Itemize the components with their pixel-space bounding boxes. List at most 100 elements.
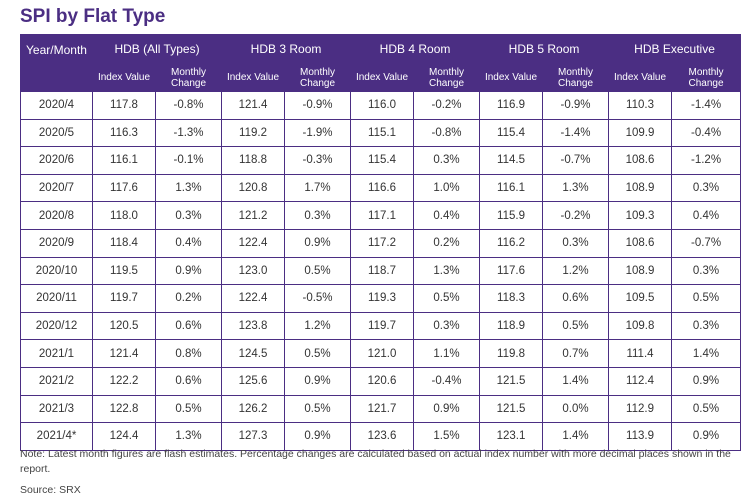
cell-5room-index: 116.9 [479, 91, 544, 120]
cell-exec-index: 108.6 [608, 146, 673, 175]
cell-3room-change: 0.5% [284, 394, 352, 424]
cell-4room-index: 121.7 [350, 394, 415, 424]
cell-3room-index: 125.6 [221, 366, 286, 396]
cell-4room-index: 115.1 [350, 118, 415, 148]
cell-all-change: -1.3% [154, 118, 223, 148]
cell-3room-change: 1.7% [284, 173, 352, 203]
cell-4room-index: 115.4 [350, 146, 415, 175]
cell-exec-index: 113.9 [608, 422, 673, 451]
page-title: SPI by Flat Type [20, 6, 166, 27]
cell-4room-change: 1.5% [413, 422, 481, 451]
sub-header-monthly-change: Monthly Change [284, 63, 352, 92]
cell-3room-index: 120.8 [221, 173, 286, 203]
cell-5room-index: 117.6 [479, 256, 544, 286]
cell-all-index: 116.1 [92, 146, 156, 175]
cell-4room-change: -0.8% [413, 118, 481, 148]
cell-5room-change: 0.3% [542, 228, 610, 258]
cell-period: 2020/10 [20, 256, 93, 286]
table-row: 2020/4 117.8 -0.8% 121.4 -0.9% 116.0 -0.2% 116.… [20, 91, 742, 120]
sub-header-index-value: Index Value [350, 63, 415, 92]
cell-5room-change: -0.9% [542, 91, 610, 120]
cell-4room-change: 1.3% [413, 256, 481, 286]
group-header-3-room: HDB 3 Room [221, 34, 352, 64]
cell-4room-change: 0.9% [413, 394, 481, 424]
group-header-all-types: HDB (All Types) [91, 34, 223, 64]
cell-period: 2020/8 [20, 201, 93, 230]
cell-all-change: -0.8% [154, 91, 223, 120]
cell-exec-change: -1.4% [671, 91, 742, 120]
cell-5room-change: -0.2% [542, 201, 610, 230]
cell-all-change: -0.1% [154, 146, 223, 175]
cell-5room-change: 1.4% [542, 366, 610, 396]
cell-3room-change: -0.9% [284, 91, 352, 120]
cell-3room-change: -1.9% [284, 118, 352, 148]
cell-period: 2020/4 [20, 91, 93, 120]
cell-4room-change: 0.5% [413, 284, 481, 313]
sub-header-index-value: Index Value [479, 63, 544, 92]
cell-exec-index: 108.6 [608, 228, 673, 258]
table-row: 2021/3 122.8 0.5% 126.2 0.5% 121.7 0.9% 121.5 0.… [20, 394, 742, 424]
cell-4room-change: 1.0% [413, 173, 481, 203]
cell-all-index: 116.3 [92, 118, 156, 148]
cell-5room-change: -0.7% [542, 146, 610, 175]
cell-period: 2020/7 [20, 173, 93, 203]
cell-exec-change: 0.3% [671, 256, 742, 286]
footnote: Note: Latest month figures are flash est… [20, 448, 731, 475]
cell-4room-index: 116.0 [350, 91, 415, 120]
cell-5room-change: 0.5% [542, 311, 610, 341]
cell-5room-index: 115.9 [479, 201, 544, 230]
cell-3room-index: 121.2 [221, 201, 286, 230]
cell-5room-change: -1.4% [542, 118, 610, 148]
cell-exec-change: 0.5% [671, 394, 742, 424]
spi-table: Year/Month HDB (All Types) HDB 3 Room HD… [20, 34, 742, 451]
cell-period: 2021/3 [20, 394, 93, 424]
table-row: 2020/12 120.5 0.6% 123.8 1.2% 119.7 0.3% 118.9 0… [20, 311, 742, 341]
cell-3room-index: 122.4 [221, 284, 286, 313]
cell-3room-index: 126.2 [221, 394, 286, 424]
cell-period: 2020/9 [20, 228, 93, 258]
cell-5room-index: 118.3 [479, 284, 544, 313]
cell-5room-change: 1.2% [542, 256, 610, 286]
cell-5room-index: 123.1 [479, 422, 544, 451]
cell-exec-change: 0.9% [671, 366, 742, 396]
cell-3room-index: 122.4 [221, 228, 286, 258]
table-row: 2020/11 119.7 0.2% 122.4 -0.5% 119.3 0.5% 118.3… [20, 284, 742, 313]
cell-4room-change: -0.4% [413, 366, 481, 396]
cell-5room-change: 0.6% [542, 284, 610, 313]
cell-all-index: 117.6 [92, 173, 156, 203]
cell-period: 2021/4* [20, 422, 93, 451]
group-header-4-room: HDB 4 Room [350, 34, 481, 64]
cell-5room-change: 1.3% [542, 173, 610, 203]
cell-3room-index: 127.3 [221, 422, 286, 451]
cell-4room-index: 118.7 [350, 256, 415, 286]
cell-5room-index: 114.5 [479, 146, 544, 175]
cell-3room-change: 1.2% [284, 311, 352, 341]
table-row: 2020/9 118.4 0.4% 122.4 0.9% 117.2 0.2% 116.2 0.… [20, 228, 742, 258]
cell-period: 2020/6 [20, 146, 93, 175]
cell-3room-change: 0.3% [284, 201, 352, 230]
cell-4room-index: 119.3 [350, 284, 415, 313]
cell-all-index: 121.4 [92, 339, 156, 368]
cell-4room-change: 1.1% [413, 339, 481, 368]
cell-3room-index: 123.0 [221, 256, 286, 286]
table-row: 2020/8 118.0 0.3% 121.2 0.3% 117.1 0.4% 115.9 -0… [20, 201, 742, 230]
cell-5room-index: 118.9 [479, 311, 544, 341]
cell-3room-change: 0.5% [284, 256, 352, 286]
cell-5room-change: 0.0% [542, 394, 610, 424]
row-header: Year/Month [20, 34, 93, 92]
sub-header-monthly-change: Monthly Change [154, 63, 223, 92]
cell-exec-index: 108.9 [608, 173, 673, 203]
cell-4room-change: 0.3% [413, 311, 481, 341]
cell-5room-index: 115.4 [479, 118, 544, 148]
cell-all-index: 122.8 [92, 394, 156, 424]
cell-all-index: 118.4 [92, 228, 156, 258]
cell-exec-index: 112.9 [608, 394, 673, 424]
group-header-executive: HDB Executive [608, 34, 742, 64]
table-row: 2020/10 119.5 0.9% 123.0 0.5% 118.7 1.3% 117.6 1… [20, 256, 742, 286]
cell-3room-change: -0.5% [284, 284, 352, 313]
cell-period: 2021/1 [20, 339, 93, 368]
sub-header-index-value: Index Value [92, 63, 156, 92]
cell-4room-index: 117.2 [350, 228, 415, 258]
cell-all-change: 0.9% [154, 256, 223, 286]
cell-3room-index: 121.4 [221, 91, 286, 120]
